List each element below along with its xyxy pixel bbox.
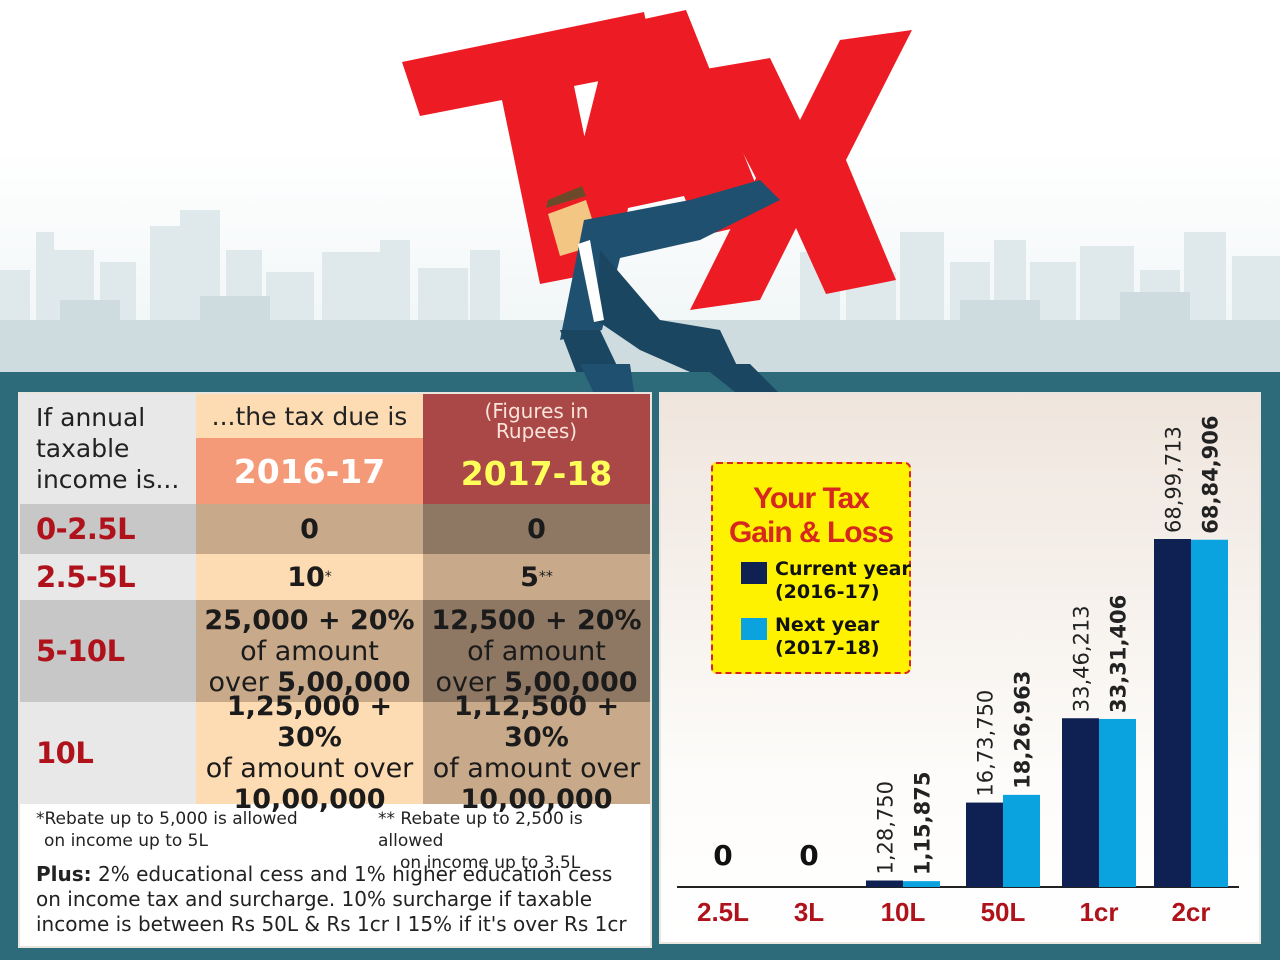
legend-swatch-next bbox=[741, 618, 767, 640]
income-header-line3: income is... bbox=[36, 465, 180, 494]
cess-surcharge-note: Plus: 2% educational cess and 1% higher … bbox=[36, 862, 646, 937]
figures-note-line2: Rupees) bbox=[495, 419, 578, 443]
rebate-note-2: ** Rebate up to 2,500 is allowed on inco… bbox=[378, 808, 650, 874]
rebate-note-2-line1: ** Rebate up to 2,500 is allowed bbox=[378, 809, 583, 851]
bar-next-50L bbox=[1003, 794, 1040, 887]
data-label-zero-2.5L: 0 bbox=[713, 839, 732, 872]
tax-slab-table: If annual taxable income is... ...the ta… bbox=[18, 392, 652, 948]
cell-5-10l-2016: 25,000 + 20% of amount over 5,00,000 bbox=[196, 600, 423, 702]
rebate-note-1-line1: *Rebate up to 5,000 is allowed bbox=[36, 809, 298, 829]
plus-line3: income is between Rs 50L & Rs 1cr I 15% … bbox=[36, 912, 627, 936]
bar-current-2cr bbox=[1154, 539, 1191, 887]
header-illustration bbox=[0, 0, 1280, 372]
cell-10l-2017: 1,12,500 + 30% of amount over 10,00,000 bbox=[423, 691, 650, 815]
bar-chart-svg: 0 2.5L 0 3L 1,28,750 1,15,875 10L 16,73,750 18,2… bbox=[677, 415, 1239, 927]
bar-next-2cr bbox=[1191, 539, 1228, 887]
cell-5-10l-2017-amount: 5,00,000 bbox=[504, 666, 638, 698]
bar-current-50L bbox=[966, 802, 1003, 887]
bar-next-10L bbox=[903, 881, 940, 887]
rebate-marker-2: ** bbox=[538, 568, 553, 585]
tax-due-header: ...the tax due is bbox=[196, 394, 423, 438]
legend-title-line1: Your Tax bbox=[753, 482, 870, 515]
cell-5-10l-2017: 12,500 + 20% of amount over 5,00,000 bbox=[423, 600, 650, 702]
cell-10l-2017-line1: 1,12,500 + 30% bbox=[453, 691, 620, 753]
cell-0-2.5l-2017: 0 bbox=[423, 504, 650, 554]
x-tick-label-50L: 50L bbox=[981, 897, 1026, 927]
cell-2.5-5l-2016-value: 10 bbox=[287, 561, 325, 593]
cell-2.5-5l-2017: 5 ** bbox=[423, 554, 650, 600]
legend-text-current: Current year (2016-17) bbox=[775, 558, 911, 604]
cell-5-10l-2016-line2: of amount bbox=[240, 635, 379, 667]
bar-current-10L bbox=[866, 880, 903, 887]
figures-note-line1: (Figures in bbox=[484, 399, 589, 423]
x-tick-label-1cr: 1cr bbox=[1079, 897, 1118, 927]
plus-line2: on income tax and surcharge. 10% surchar… bbox=[36, 887, 593, 911]
legend-next-label: Next year bbox=[775, 614, 880, 636]
year-2017-18-header: 2017-18 bbox=[423, 442, 650, 504]
bar-next-1cr bbox=[1099, 718, 1136, 887]
cell-10l-2017-line2: of amount over bbox=[432, 753, 641, 784]
legend-current-years: (2016-17) bbox=[775, 581, 880, 603]
row-label-2.5-5l: 2.5-5L bbox=[20, 554, 196, 600]
data-label-next-1cr: 33,31,406 bbox=[1107, 595, 1131, 713]
legend-current-label: Current year bbox=[775, 558, 911, 580]
cell-2.5-5l-2017-value: 5 bbox=[520, 561, 539, 593]
cell-10l-2017-line3: 10,00,000 bbox=[460, 784, 613, 815]
legend-swatch-current bbox=[741, 562, 767, 584]
city-skyline bbox=[0, 10, 1280, 372]
data-label-current-1cr: 33,46,213 bbox=[1070, 605, 1094, 712]
plus-line1: 2% educational cess and 1% higher educat… bbox=[91, 862, 613, 886]
row-label-10l: 10L bbox=[20, 702, 196, 804]
rebate-note-1: *Rebate up to 5,000 is allowed on income… bbox=[36, 808, 298, 852]
legend-text-next: Next year (2017-18) bbox=[775, 614, 880, 660]
data-label-current-50L: 16,73,750 bbox=[974, 690, 998, 797]
rebate-note-1-line2: on income up to 5L bbox=[44, 831, 208, 851]
data-label-zero-3L: 0 bbox=[799, 839, 818, 872]
year-2016-17-header: 2016-17 bbox=[196, 438, 423, 504]
rebate-note-2-line2: on income up to 3.5L bbox=[400, 853, 581, 873]
x-tick-label-10L: 10L bbox=[881, 897, 926, 927]
figures-note-header: (Figures in Rupees) bbox=[423, 394, 650, 442]
data-label-current-2cr: 68,99,713 bbox=[1162, 426, 1186, 533]
cell-0-2.5l-2016: 0 bbox=[196, 504, 423, 554]
chart-legend: Your Tax Gain & Loss Current year (2016-… bbox=[711, 462, 911, 674]
rebate-marker-1: * bbox=[324, 568, 332, 585]
cell-5-10l-2017-line2: of amount bbox=[467, 635, 606, 667]
legend-title: Your Tax Gain & Loss bbox=[713, 482, 909, 550]
cell-5-10l-2016-amount: 5,00,000 bbox=[277, 666, 411, 698]
data-label-current-10L: 1,28,750 bbox=[874, 781, 898, 875]
data-label-next-2cr: 68,84,906 bbox=[1199, 415, 1223, 533]
businessman-figure bbox=[546, 180, 780, 372]
cell-10l-2016-line2: of amount over bbox=[205, 753, 414, 784]
cell-5-10l-2016-line1: 25,000 + 20% bbox=[204, 604, 415, 636]
cell-5-10l-2017-line1: 12,500 + 20% bbox=[431, 604, 642, 636]
cell-10l-2016-line1: 1,25,000 + 30% bbox=[226, 691, 393, 753]
income-header-line1: If annual bbox=[36, 403, 146, 432]
row-label-5-10l: 5-10L bbox=[20, 600, 196, 702]
x-tick-label-2cr: 2cr bbox=[1171, 897, 1210, 927]
cell-5-10l-2017-over: over bbox=[435, 666, 505, 698]
row-label-0-2.5l: 0-2.5L bbox=[20, 504, 196, 554]
cell-2.5-5l-2016: 10 * bbox=[196, 554, 423, 600]
legend-title-line2: Gain & Loss bbox=[728, 516, 894, 549]
data-label-next-50L: 18,26,963 bbox=[1011, 671, 1035, 789]
cell-10l-2016: 1,25,000 + 30% of amount over 10,00,000 bbox=[196, 691, 423, 815]
legend-next-years: (2017-18) bbox=[775, 637, 880, 659]
income-header-line2: taxable bbox=[36, 434, 130, 463]
cell-5-10l-2016-over: over bbox=[208, 666, 278, 698]
income-header: If annual taxable income is... bbox=[20, 394, 196, 504]
plus-label: Plus: bbox=[36, 862, 92, 886]
data-label-next-10L: 1,15,875 bbox=[911, 772, 935, 876]
cell-10l-2016-line3: 10,00,000 bbox=[233, 784, 386, 815]
tax-comparison-chart: 0 2.5L 0 3L 1,28,750 1,15,875 10L 16,73,750 18,2… bbox=[659, 392, 1261, 944]
bar-current-1cr bbox=[1062, 718, 1099, 887]
x-tick-label-3L: 3L bbox=[794, 897, 824, 927]
x-tick-label-2.5L: 2.5L bbox=[697, 897, 749, 927]
